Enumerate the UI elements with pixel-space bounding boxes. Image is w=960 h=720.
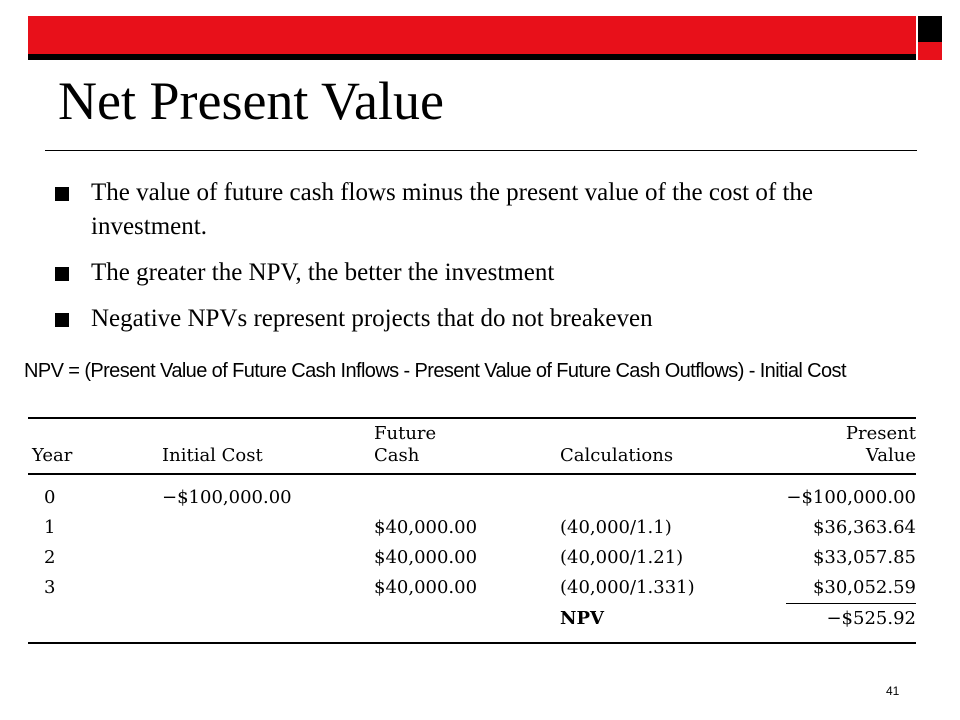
bullet-list: The value of future cash flows minus the… <box>55 176 895 348</box>
table-row: 2 $40,000.00 (40,000/1.21) $33,057.85 <box>28 543 916 573</box>
corner-red-block <box>918 42 942 60</box>
empty-cell <box>28 603 162 644</box>
bullet-item: Negative NPVs represent projects that do… <box>55 302 895 336</box>
table-header-row: Year Initial Cost Future Cash Calculation… <box>28 418 916 474</box>
bullet-item: The value of future cash flows minus the… <box>55 176 895 244</box>
header-black-bar <box>28 54 916 60</box>
empty-cell <box>162 603 374 644</box>
header-present-value: Present Value <box>845 423 916 466</box>
title-divider <box>45 150 917 151</box>
calculation-cell: (40,000/1.21) <box>560 547 684 568</box>
initial-cost-cell: −$100,000.00 <box>162 487 292 508</box>
year-cell: 0 <box>44 487 56 508</box>
table-row: 1 $40,000.00 (40,000/1.1) $36,363.64 <box>28 513 916 543</box>
initial-cost-cell <box>162 573 374 604</box>
present-value-cell: −$100,000.00 <box>786 487 916 508</box>
bullet-text: Negative NPVs represent projects that do… <box>91 305 653 332</box>
corner-black-block <box>918 16 942 42</box>
initial-cost-cell <box>162 543 374 573</box>
table-row: 0 −$100,000.00 −$100,000.00 <box>28 474 916 513</box>
npv-value: −$525.92 <box>786 603 916 644</box>
year-cell: 3 <box>44 577 56 599</box>
header-future-cash: Future Cash <box>374 423 437 466</box>
header-year: Year <box>32 445 73 466</box>
year-cell: 2 <box>44 547 56 568</box>
initial-cost-cell <box>162 513 374 543</box>
npv-label: NPV <box>560 603 786 644</box>
square-bullet-icon <box>55 267 69 281</box>
npv-total-row: NPV −$525.92 <box>28 603 916 644</box>
slide-title: Net Present Value <box>58 71 444 131</box>
present-value-cell: $36,363.64 <box>812 517 916 538</box>
header-red-bar <box>28 16 916 54</box>
table-row: 3 $40,000.00 (40,000/1.331) $30,052.59 <box>28 573 916 604</box>
header-calculations: Calculations <box>560 445 674 466</box>
bullet-item: The greater the NPV, the better the inve… <box>55 256 895 290</box>
future-cash-cell: $40,000.00 <box>374 577 478 599</box>
future-cash-cell: $40,000.00 <box>374 547 478 568</box>
header-initial-cost: Initial Cost <box>162 445 263 466</box>
square-bullet-icon <box>55 313 69 327</box>
year-cell: 1 <box>44 517 56 538</box>
calculation-cell: (40,000/1.1) <box>560 517 672 538</box>
calculation-cell: (40,000/1.331) <box>560 577 695 599</box>
empty-cell <box>374 603 560 644</box>
future-cash-cell: $40,000.00 <box>374 517 478 538</box>
page-number: 41 <box>886 684 900 698</box>
npv-formula: NPV = (Present Value of Future Cash Infl… <box>24 360 847 382</box>
bullet-text: The greater the NPV, the better the inve… <box>91 259 555 286</box>
square-bullet-icon <box>55 187 69 201</box>
present-value-cell: $33,057.85 <box>812 547 916 568</box>
bullet-text: The value of future cash flows minus the… <box>91 179 813 240</box>
future-cash-cell <box>374 474 560 513</box>
npv-table: Year Initial Cost Future Cash Calculation… <box>28 417 916 644</box>
calculation-cell <box>560 474 786 513</box>
present-value-cell: $30,052.59 <box>812 577 916 598</box>
